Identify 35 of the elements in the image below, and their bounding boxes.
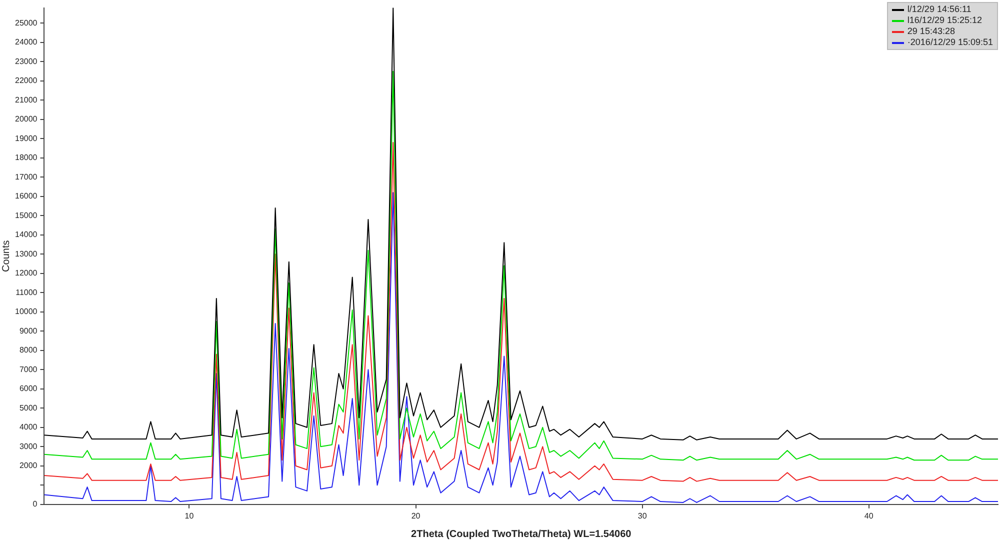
x-tick-label: 30 [638, 511, 648, 520]
y-tick-label: 8000 [19, 346, 38, 355]
y-tick-label: 25000 [14, 18, 38, 28]
legend-label: 29 15:43:28 [907, 26, 955, 36]
y-tick-label: 23000 [14, 56, 38, 66]
y-tick-label: 20000 [14, 114, 38, 124]
y-tick-label: 22000 [14, 76, 38, 86]
y-tick-label: 5000 [19, 403, 38, 412]
y-tick-label: 9000 [19, 326, 38, 336]
y-tick-label: 12000 [14, 268, 38, 278]
y-tick-label: 6000 [19, 384, 38, 394]
y-tick-label: 15000 [14, 210, 38, 220]
y-tick-label: 0 [32, 500, 38, 509]
x-axis-title: 2Theta (Coupled TwoTheta/Theta) WL=1.54060 [411, 528, 632, 540]
x-tick-label: 20 [411, 511, 421, 520]
y-tick-label: 16000 [14, 192, 38, 201]
y-tick-label: 11000 [16, 288, 38, 297]
y-axis-title: Counts [0, 240, 12, 272]
y-tick-label: 7000 [19, 364, 38, 374]
y-tick-label: 3000 [19, 442, 38, 451]
y-tick-label: 10000 [14, 307, 38, 316]
y-tick-label: 14000 [14, 230, 38, 240]
x-tick-label: 40 [864, 511, 874, 520]
x-tick-label: 10 [184, 511, 194, 520]
legend-label: l16/12/29 15:25:12 [907, 15, 982, 25]
y-tick-label: 24000 [14, 38, 38, 47]
y-tick-label: 4000 [19, 422, 38, 432]
legend-label: l/12/29 14:56:11 [907, 4, 972, 14]
y-tick-label: 19000 [14, 134, 38, 143]
y-tick-label: 13000 [14, 249, 38, 258]
y-tick-label: 2000 [19, 461, 38, 470]
y-tick-label: 21000 [14, 95, 38, 104]
y-tick-label: 18000 [14, 153, 38, 162]
legend-label: ·2016/12/29 15:09:51 [907, 37, 993, 47]
y-tick-label: 17000 [14, 172, 38, 182]
